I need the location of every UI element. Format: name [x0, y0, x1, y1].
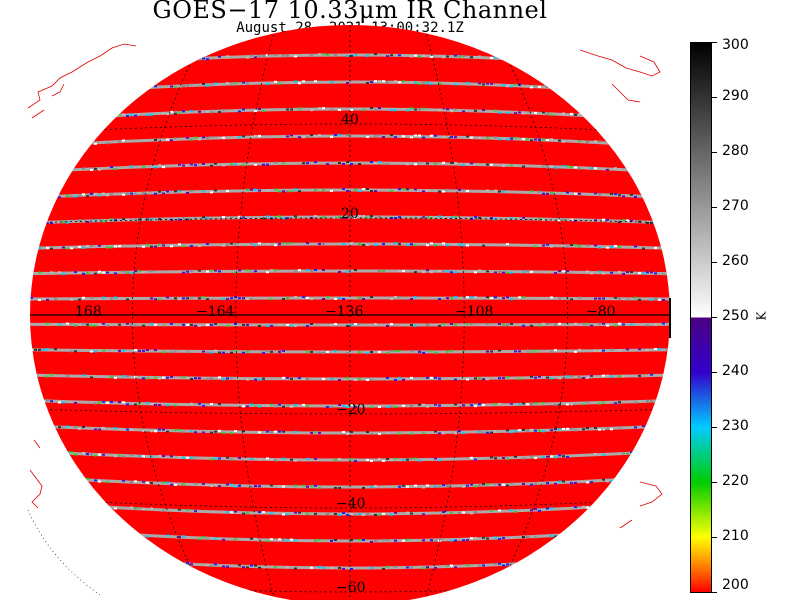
colorbar-label-230: 230 — [722, 418, 749, 434]
colorbar-tick — [711, 317, 717, 318]
lon-label-168: 168 — [75, 304, 102, 320]
lat-label-m20: −20 — [336, 402, 366, 418]
coastline-southeast — [619, 481, 663, 529]
latitude-gridline — [30, 217, 670, 224]
temperature-colorbar — [690, 42, 712, 593]
lon-label-m108: −108 — [455, 304, 493, 320]
colorbar-unit: K — [754, 311, 769, 321]
colorbar-label-260: 260 — [722, 253, 749, 269]
colorbar-label-240: 240 — [722, 363, 749, 379]
colorbar-label-220: 220 — [722, 473, 749, 489]
colorbar-tick — [711, 372, 717, 373]
coastline-australia — [29, 439, 43, 509]
colorbar-label-200: 200 — [722, 577, 749, 593]
colorbar-tick — [711, 537, 717, 538]
earth-disk — [30, 25, 670, 600]
colorbar-tick — [711, 97, 717, 98]
colorbar-label-210: 210 — [722, 528, 749, 544]
colorbar-tick — [711, 427, 717, 428]
lon-label-m136: −136 — [325, 304, 364, 320]
latitude-gridline — [30, 497, 670, 509]
latitude-gridline — [30, 123, 670, 134]
coastline-north-america — [27, 43, 137, 119]
colorbar-label-280: 280 — [722, 143, 749, 159]
longitude-gridline — [490, 25, 568, 600]
longitude-gridline — [132, 25, 210, 600]
colorbar-tick — [711, 482, 717, 483]
lat-label-m40: −40 — [336, 496, 366, 512]
longitude-labels: 168 −164 −136 −108 −80 — [75, 304, 616, 320]
colorbar-label-300: 300 — [722, 37, 749, 53]
colorbar-tick — [711, 207, 717, 208]
colorbar-label-290: 290 — [722, 88, 749, 104]
latitude-labels: 40 20 −20 −40 −60 — [336, 112, 366, 596]
map-title: GOES−17 10.33μm IR Channel — [152, 0, 548, 24]
colorbar-tick — [711, 592, 717, 593]
lat-label-40: 40 — [341, 112, 359, 128]
lon-label-m164: −164 — [196, 304, 235, 320]
colorbar-tick — [711, 262, 717, 263]
coastline-asia — [579, 49, 661, 103]
scan-stripe — [30, 296, 670, 301]
lat-label-m60: −60 — [336, 580, 366, 596]
lon-label-m80: −80 — [586, 304, 616, 320]
colorbar-label-270: 270 — [722, 198, 749, 214]
colorbar-tick — [711, 42, 717, 43]
lat-label-20: 20 — [341, 206, 359, 222]
colorbar-tick — [711, 152, 717, 153]
colorbar-label-250: 250 — [722, 308, 749, 324]
coastlines — [27, 43, 663, 529]
limb-dots — [27, 509, 101, 596]
latitude-gridline — [30, 408, 670, 415]
